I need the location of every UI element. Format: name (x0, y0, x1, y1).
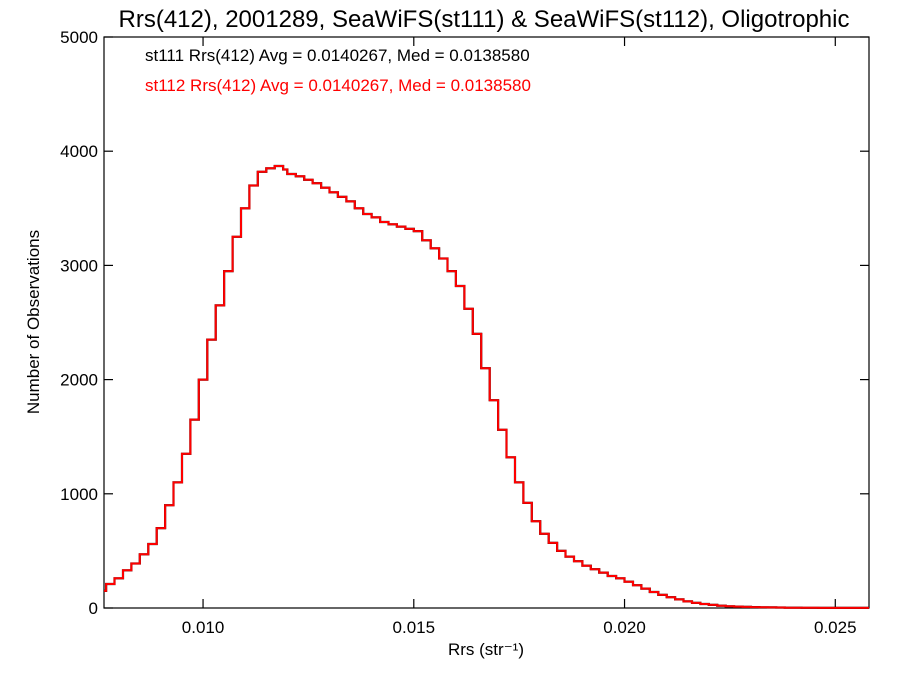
x-tick-label: 0.015 (393, 618, 436, 637)
y-axis-ticks: 0 1000 2000 3000 4000 5000 (60, 28, 869, 618)
x-axis-ticks: 0.010 0.015 0.020 0.025 (182, 37, 857, 637)
legend-st112: st112 Rrs(412) Avg = 0.0140267, Med = 0.… (145, 76, 531, 95)
y-tick-label: 4000 (60, 142, 98, 161)
x-tick-label: 0.010 (182, 618, 225, 637)
legend-st111: st111 Rrs(412) Avg = 0.0140267, Med = 0.… (145, 46, 530, 65)
x-axis-label: Rrs (str⁻¹) (448, 640, 524, 659)
series-layer (104, 164, 869, 609)
y-tick-label: 5000 (60, 28, 98, 47)
y-tick-label: 1000 (60, 485, 98, 504)
chart-title: Rrs(412), 2001289, SeaWiFS(st111) & SeaW… (119, 6, 850, 33)
series-st112-line (104, 165, 869, 609)
x-tick-label: 0.020 (603, 618, 646, 637)
y-tick-label: 3000 (60, 256, 98, 275)
y-tick-label: 2000 (60, 371, 98, 390)
series-st111-line (104, 164, 869, 609)
plot-frame (103, 36, 870, 609)
y-axis-label: Number of Observations (24, 230, 43, 414)
y-tick-label: 0 (89, 599, 98, 618)
x-tick-label: 0.025 (814, 618, 857, 637)
